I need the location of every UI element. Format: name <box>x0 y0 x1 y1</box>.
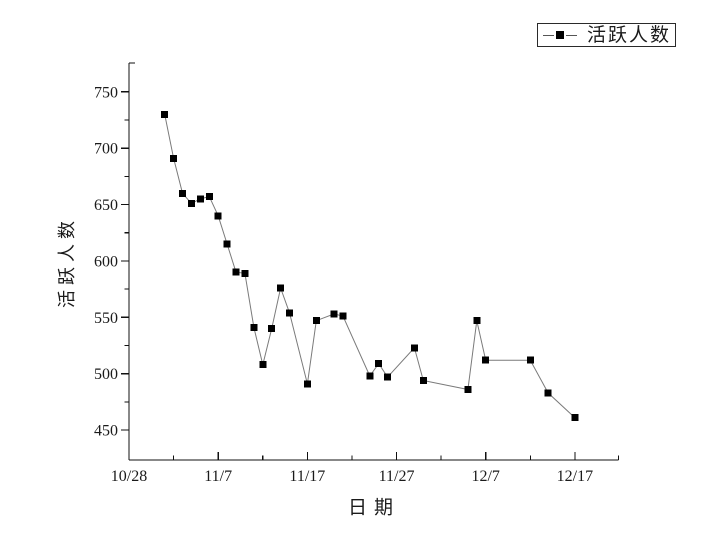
x-tick-label: 12/7 <box>471 468 499 485</box>
data-point-marker <box>205 193 213 201</box>
data-point-marker <box>526 356 534 364</box>
y-tick-label: 700 <box>94 141 118 158</box>
y-axis-title: 活跃人数 <box>57 216 77 308</box>
y-tick-label: 550 <box>94 310 118 327</box>
data-point-marker <box>232 268 240 276</box>
data-point-marker <box>384 373 392 381</box>
data-point-marker <box>250 324 258 331</box>
data-point-marker <box>482 356 490 364</box>
x-tick-label: 10/28 <box>111 468 147 485</box>
x-tick-label: 11/17 <box>289 468 325 485</box>
y-tick-label: 650 <box>94 197 118 214</box>
y-tick-label: 750 <box>94 84 118 101</box>
x-axis-title: 日期 <box>347 497 401 519</box>
x-tick-label: 11/27 <box>379 468 415 485</box>
legend: 活跃人数 <box>537 23 676 47</box>
data-point-marker <box>473 317 481 325</box>
data-point-marker <box>259 361 267 369</box>
x-tick-label: 12/17 <box>557 468 593 485</box>
data-point-marker <box>170 154 178 162</box>
data-point-marker <box>419 377 427 384</box>
data-point-marker <box>196 195 204 203</box>
data-point-marker <box>571 414 579 422</box>
data-point-marker <box>303 380 311 388</box>
y-tick-label: 500 <box>94 366 118 383</box>
data-point-marker <box>179 189 186 197</box>
series-line <box>164 114 576 419</box>
data-point-marker <box>241 269 249 277</box>
data-point-marker <box>366 372 374 380</box>
data-point-marker <box>375 360 383 368</box>
data-point-marker <box>187 199 195 207</box>
data-point-marker <box>286 309 293 317</box>
data-point-marker <box>214 212 222 220</box>
data-point-marker <box>277 284 285 292</box>
data-point-marker <box>223 240 231 248</box>
data-point-marker <box>312 317 320 325</box>
data-point-marker <box>268 325 276 333</box>
data-point-marker <box>410 344 418 352</box>
data-point-marker <box>544 389 552 397</box>
y-tick-label: 600 <box>94 253 118 270</box>
data-point-marker <box>464 386 472 393</box>
x-tick-label: 11/7 <box>204 468 232 485</box>
legend-square-marker-icon <box>556 31 564 39</box>
legend-series-label: 活跃人数 <box>587 24 672 46</box>
y-tick-label: 450 <box>94 423 118 440</box>
data-point-marker <box>339 312 347 320</box>
data-point-marker <box>330 310 338 318</box>
legend-line-sample <box>543 34 554 36</box>
data-point-marker <box>161 110 169 118</box>
legend-line-sample <box>566 34 577 36</box>
